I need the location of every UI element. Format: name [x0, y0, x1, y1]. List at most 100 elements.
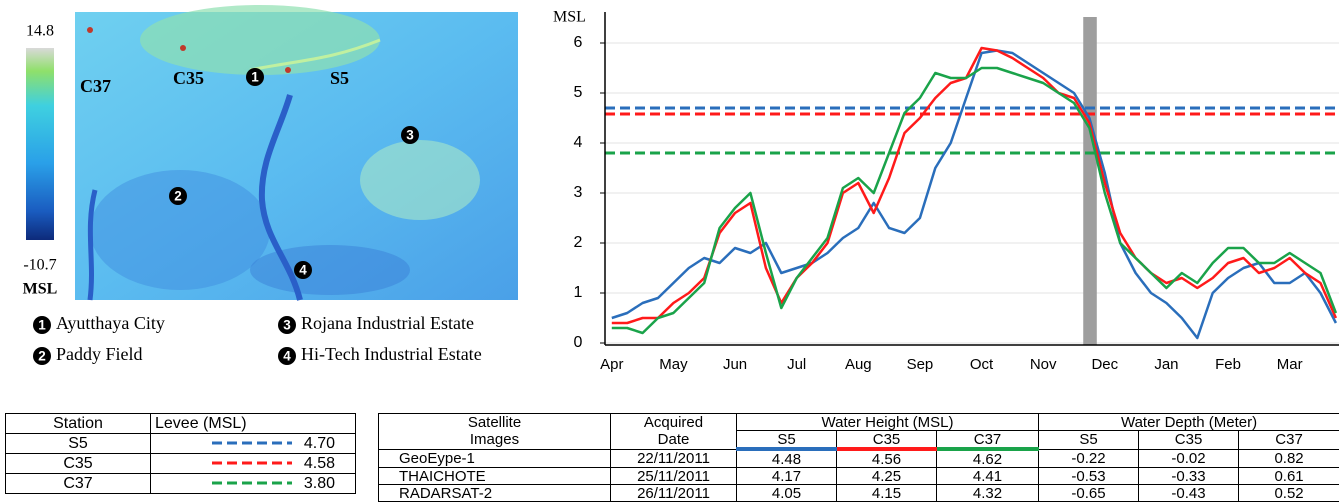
cell: -0.22 — [1039, 449, 1139, 468]
x-tick-label: Feb — [1215, 356, 1241, 373]
map — [26, 5, 518, 300]
levee-cell: 4.58 — [151, 454, 356, 474]
header-cell: C35 — [837, 431, 937, 450]
header-cell: Satellite — [379, 414, 611, 431]
cell: 4.48 — [737, 449, 837, 468]
station-label: C37 — [80, 76, 111, 96]
station-cell: S5 — [6, 434, 151, 454]
row: C37 3.80 — [6, 474, 356, 494]
header-cell: S5 — [1039, 431, 1139, 450]
marker-number: 1 — [251, 70, 259, 85]
cell: 0.82 — [1239, 449, 1339, 468]
y-tick-label: 1 — [574, 284, 583, 301]
x-tick-label: Sep — [907, 356, 934, 373]
marker-number: 3 — [406, 128, 414, 143]
colorbar-min: -10.7 — [23, 257, 56, 274]
x-tick-label: Mar — [1277, 356, 1303, 373]
x-tick-label: Jun — [723, 356, 747, 373]
levee-value: 4.58 — [304, 455, 335, 472]
x-tick-label: May — [659, 356, 688, 373]
cell: 4.62 — [937, 449, 1039, 468]
cell: 4.15 — [837, 485, 937, 502]
y-tick-label: 5 — [574, 84, 583, 101]
cell: 4.17 — [737, 468, 837, 485]
y-tick-label: 3 — [574, 184, 583, 201]
legend-label: Paddy Field — [56, 344, 143, 364]
cell: -0.02 — [1139, 449, 1239, 468]
y-tick-label: 0 — [574, 334, 583, 351]
cell: 4.05 — [737, 485, 837, 502]
cell: -0.65 — [1039, 485, 1139, 502]
cell: -0.53 — [1039, 468, 1139, 485]
cell: 4.25 — [837, 468, 937, 485]
station-label: S5 — [330, 68, 349, 88]
x-tick-label: Oct — [970, 356, 994, 373]
cell: 22/11/2011 — [611, 449, 737, 468]
header-cell: Levee (MSL) — [151, 414, 356, 434]
dash-sample — [212, 438, 292, 448]
highlight-band — [1083, 17, 1097, 345]
marker-number: 1 — [38, 318, 46, 333]
x-tick-label: Nov — [1030, 356, 1057, 373]
colorbar — [26, 48, 54, 240]
colorbar-max: 14.8 — [26, 23, 54, 40]
y-tick-label: 2 — [574, 234, 583, 251]
x-tick-label: Jul — [787, 356, 806, 373]
station-label: C35 — [173, 68, 204, 88]
marker-number: 2 — [174, 189, 182, 204]
cell: 25/11/2011 — [611, 468, 737, 485]
colorbar-unit: MSL — [23, 281, 58, 298]
dash-sample — [212, 478, 292, 488]
header-cell: Date — [611, 431, 737, 450]
y-tick-label: 6 — [574, 34, 583, 51]
header-cell: C37 — [1239, 431, 1339, 450]
marker-number: 4 — [283, 349, 291, 364]
cell: 0.52 — [1239, 485, 1339, 502]
header-cell: C35 — [1139, 431, 1239, 450]
header-cell: Water Height (MSL) — [737, 414, 1039, 431]
legend-label: Ayutthaya City — [56, 313, 165, 333]
header-cell: C37 — [937, 431, 1039, 450]
levee-value: 3.80 — [304, 475, 335, 492]
cell: GeoEype-1 — [379, 449, 611, 468]
cell: -0.43 — [1139, 485, 1239, 502]
x-tick-label: Dec — [1091, 356, 1118, 373]
cell: RADARSAT-2 — [379, 485, 611, 502]
cell: 4.32 — [937, 485, 1039, 502]
series-line — [612, 51, 1336, 339]
dash-sample — [212, 458, 292, 468]
marker-number: 2 — [38, 349, 46, 364]
station-cell: C37 — [6, 474, 151, 494]
levee-cell: 3.80 — [151, 474, 356, 494]
header-cell: Acquired — [611, 414, 737, 431]
cell: 26/11/2011 — [611, 485, 737, 502]
legend-label: Rojana Industrial Estate — [301, 313, 474, 333]
y-tick-label: 4 — [574, 134, 583, 151]
series-line — [612, 48, 1336, 323]
cell: THAICHOTE — [379, 468, 611, 485]
page: 14.8 -10.7 MSL C37 C35 S5 1 2 3 4 1 Ayutthaya… — [0, 0, 1339, 497]
header-cell: Images — [379, 431, 611, 450]
legend-label: Hi-Tech Industrial Estate — [301, 344, 482, 364]
marker-number: 4 — [299, 263, 307, 278]
y-axis-label: MSL — [553, 9, 586, 26]
x-tick-label: Jan — [1154, 356, 1178, 373]
cell: -0.33 — [1139, 468, 1239, 485]
header-cell: Water Depth (Meter) — [1039, 414, 1339, 431]
cell: 4.41 — [937, 468, 1039, 485]
x-tick-label: Aug — [845, 356, 872, 373]
cell: 0.61 — [1239, 468, 1339, 485]
marker-number: 3 — [283, 318, 291, 333]
cell: 4.56 — [837, 449, 937, 468]
x-tick-label: Apr — [600, 356, 623, 373]
levee-cell: 4.70 — [151, 434, 356, 454]
